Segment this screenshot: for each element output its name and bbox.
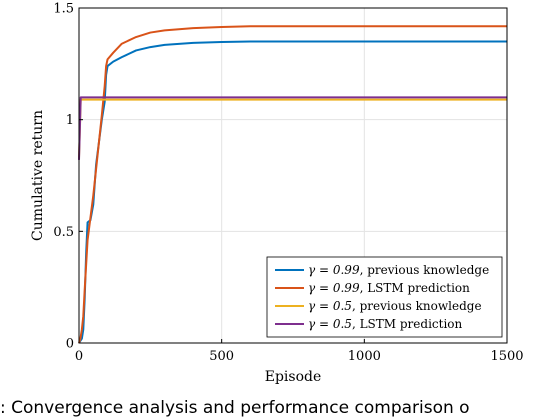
axis-ticks: 0 500 1000 1500 0 0.5 1 1.5 xyxy=(53,2,523,365)
x-tick-label: 1500 xyxy=(490,349,523,364)
x-tick-label: 1000 xyxy=(348,349,381,364)
y-tick-label: 1.5 xyxy=(53,2,74,17)
series-line xyxy=(78,25,507,344)
legend: γ = 0.99, previous knowledge γ = 0.99, LS… xyxy=(266,256,503,338)
y-tick-label: 1 xyxy=(66,113,74,128)
x-tick-label: 0 xyxy=(75,349,83,364)
legend-entry: γ = 0.5, previous knowledge xyxy=(308,299,482,313)
axes-box xyxy=(78,7,508,344)
series-line xyxy=(78,96,507,160)
legend-box xyxy=(266,256,503,338)
legend-entry: γ = 0.5, LSTM prediction xyxy=(308,317,463,331)
legend-entry: γ = 0.99, previous knowledge xyxy=(308,263,489,277)
figure-caption: : Convergence analysis and performance c… xyxy=(0,398,470,418)
series-line xyxy=(78,98,507,158)
y-axis-label: Cumulative return xyxy=(30,110,46,241)
line-chart: 0 500 1000 1500 0 0.5 1 1.5 Episode Cumulative … xyxy=(30,2,524,386)
x-tick-label: 500 xyxy=(209,349,234,364)
legend-entry: γ = 0.99, LSTM prediction xyxy=(308,281,470,295)
y-tick-label: 0 xyxy=(66,337,74,352)
y-tick-label: 0.5 xyxy=(53,225,74,240)
series-lines xyxy=(78,25,507,344)
x-axis-label: Episode xyxy=(265,369,322,385)
